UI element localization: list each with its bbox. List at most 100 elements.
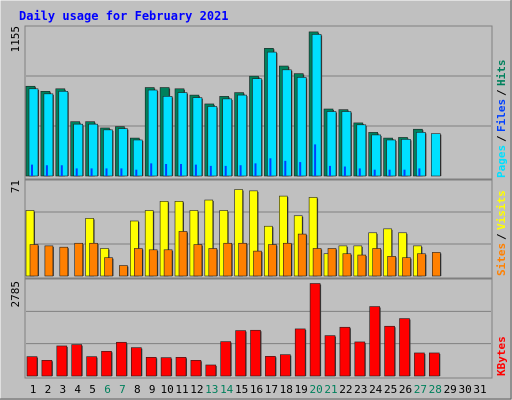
bar-files (194, 164, 197, 176)
bar-kbytes (369, 306, 381, 377)
bar-kbytes (131, 347, 142, 377)
bar-pages (43, 93, 54, 177)
x-tick-label: 15 (235, 383, 248, 396)
x-tick-label: 29 (444, 383, 457, 396)
legend-pages: Pages (495, 145, 508, 178)
bar-kbytes (160, 357, 172, 377)
bar-pages (192, 97, 203, 177)
x-tick-label: 16 (250, 383, 263, 396)
bar-pages (147, 89, 158, 177)
x-tick-label: 6 (104, 383, 111, 396)
x-tick-label: 9 (149, 383, 156, 396)
bar-kbytes (205, 364, 217, 377)
bar-sites (357, 254, 367, 277)
bar-kbytes (220, 341, 231, 377)
x-tick-label: 14 (220, 383, 234, 396)
bar-files (343, 166, 346, 176)
bar-files (329, 165, 331, 176)
legend-sep-3: / (495, 233, 508, 240)
bar-files (314, 144, 317, 176)
panel-visits-sites: 71 Sites / Visits (9, 179, 508, 279)
bar-kbytes (399, 318, 410, 377)
x-tick-label: 2 (45, 383, 52, 396)
bar-files (284, 160, 287, 176)
bar-files (45, 165, 48, 176)
bar-pages (401, 139, 411, 177)
bar-sites (59, 246, 69, 277)
bar-sites (208, 248, 218, 277)
bar-pages (237, 94, 247, 177)
x-tick-label: 20 (309, 383, 322, 396)
bar-pages (371, 134, 382, 177)
x-tick-label: 28 (429, 383, 442, 396)
panel2-ymax-label: 71 (9, 180, 22, 193)
bar-sites (44, 245, 54, 277)
bar-sites (148, 249, 158, 277)
bar-files (373, 169, 376, 176)
bar-pages (386, 139, 396, 177)
x-tick-label: 5 (89, 383, 96, 396)
bar-kbytes (86, 356, 97, 377)
bar-pages (281, 69, 292, 177)
bar-files (388, 169, 391, 176)
bar-files (224, 165, 227, 176)
bar-pages (162, 96, 173, 177)
bar-kbytes (145, 356, 157, 377)
x-tick-label: 11 (175, 383, 188, 396)
bar-files (180, 163, 182, 176)
bar-files (105, 168, 108, 176)
bar-files (135, 169, 138, 176)
x-tick-label: 8 (134, 383, 141, 396)
bar-files (239, 165, 242, 176)
bar-kbytes (309, 283, 321, 377)
x-tick-label: 31 (473, 383, 486, 396)
legend-visits: Visits (495, 190, 508, 230)
x-tick-label: 24 (369, 383, 383, 396)
bar-files (75, 168, 78, 176)
bar-kbytes (250, 329, 261, 377)
bar-sites (119, 265, 128, 277)
legend-hits: Hits (495, 60, 508, 87)
bar-sites (238, 242, 247, 277)
bar-sites (178, 231, 188, 277)
bar-pages (296, 77, 307, 177)
x-tick-label: 13 (205, 383, 218, 396)
bar-kbytes (235, 330, 246, 377)
bar-pages (416, 132, 426, 177)
bar-pages (103, 129, 113, 177)
x-tick-label: 17 (265, 383, 278, 396)
bar-pages (430, 133, 441, 177)
bar-kbytes (71, 344, 82, 377)
x-tick-label: 25 (384, 383, 397, 396)
bar-sites (417, 253, 426, 277)
bar-kbytes (354, 341, 366, 377)
bar-kbytes (294, 328, 306, 377)
bar-kbytes (56, 345, 68, 377)
bar-pages (222, 98, 232, 177)
bar-files (90, 168, 93, 176)
panel1-ymax-label: 1155 (9, 26, 22, 53)
x-tick-label: 19 (295, 383, 308, 396)
bar-sites (282, 242, 292, 277)
bar-kbytes (279, 354, 291, 377)
x-tick-label: 30 (458, 383, 471, 396)
bar-sites (163, 249, 173, 277)
bar-kbytes (414, 352, 425, 377)
bar-files (31, 164, 33, 176)
bar-files (209, 165, 212, 176)
bar-sites (312, 248, 322, 277)
bar-files (165, 163, 168, 176)
bar-pages (267, 51, 277, 177)
bar-kbytes (41, 360, 53, 377)
x-tick-label: 22 (339, 383, 352, 396)
bar-pages (252, 78, 262, 177)
bar-files (358, 168, 361, 176)
bar-kbytes (384, 325, 395, 377)
bar-kbytes (428, 352, 440, 377)
bar-sites (431, 252, 441, 277)
x-tick-label: 3 (59, 383, 66, 396)
panel-kbytes: 2785 KBytes (9, 278, 508, 379)
x-tick-label: 18 (280, 383, 293, 396)
legend-kbytes: KBytes (495, 336, 508, 376)
